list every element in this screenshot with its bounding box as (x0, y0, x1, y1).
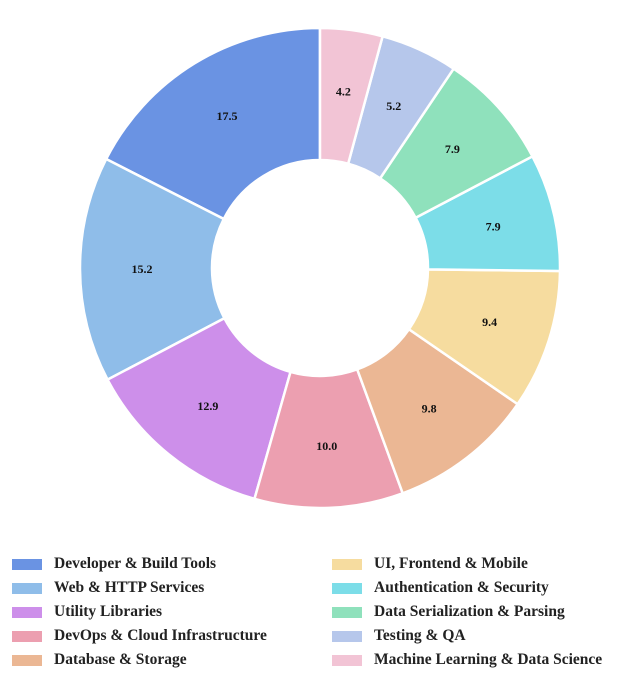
legend-label: Developer & Build Tools (54, 555, 217, 572)
legend-label: Web & HTTP Services (54, 579, 205, 596)
legend-item: Authentication & Security (332, 578, 549, 598)
pie-slice (105, 316, 293, 501)
slice-value-label: 7.9 (445, 142, 460, 156)
legend-item: Testing & QA (332, 626, 466, 646)
legend-swatch (12, 558, 42, 570)
legend-item: DevOps & Cloud Infrastructure (12, 626, 267, 646)
legend-item: Web & HTTP Services (12, 578, 204, 598)
legend-item: UI, Frontend & Mobile (332, 554, 528, 574)
legend-swatch (12, 630, 42, 642)
slice-value-label: 12.9 (197, 399, 218, 413)
legend-swatch (332, 606, 362, 618)
legend-item: Database & Storage (12, 650, 187, 670)
legend-label: Data Serialization & Parsing (374, 603, 565, 620)
chart-legend: Developer & Build Tools Web & HTTP Servic… (12, 554, 637, 674)
legend-item: Machine Learning & Data Science (332, 650, 602, 670)
legend-item: Data Serialization & Parsing (332, 602, 565, 622)
slice-value-label: 5.2 (386, 99, 401, 113)
slice-value-label: 17.5 (216, 109, 237, 123)
legend-label: DevOps & Cloud Infrastructure (54, 627, 267, 644)
donut-chart: 17.5 15.2 12.9 10.0 9.8 9.4 7.9 7.9 5.2 4.2 (78, 26, 562, 510)
legend-label: Testing & QA (374, 627, 466, 644)
slice-value-label: 9.4 (482, 315, 497, 329)
slice-value-label: 10.0 (316, 439, 337, 453)
legend-swatch (332, 558, 362, 570)
legend-label: Authentication & Security (374, 579, 549, 596)
pie-slice (318, 26, 385, 166)
legend-swatch (332, 582, 362, 594)
legend-label: Utility Libraries (54, 603, 163, 620)
slice-value-label: 9.8 (422, 402, 437, 416)
legend-swatch (12, 606, 42, 618)
slice-value-label: 7.9 (486, 219, 501, 233)
legend-label: UI, Frontend & Mobile (374, 555, 528, 572)
slice-value-label: 4.2 (336, 85, 351, 99)
legend-swatch (332, 654, 362, 666)
slice-value-label: 15.2 (132, 262, 153, 276)
legend-swatch (12, 654, 42, 666)
legend-item: Developer & Build Tools (12, 554, 216, 574)
legend-item: Utility Libraries (12, 602, 162, 622)
legend-label: Database & Storage (54, 651, 187, 668)
pie-slice (78, 157, 227, 382)
legend-swatch (332, 630, 362, 642)
pie-slice (104, 26, 322, 221)
legend-swatch (12, 582, 42, 594)
legend-label: Machine Learning & Data Science (374, 651, 603, 668)
